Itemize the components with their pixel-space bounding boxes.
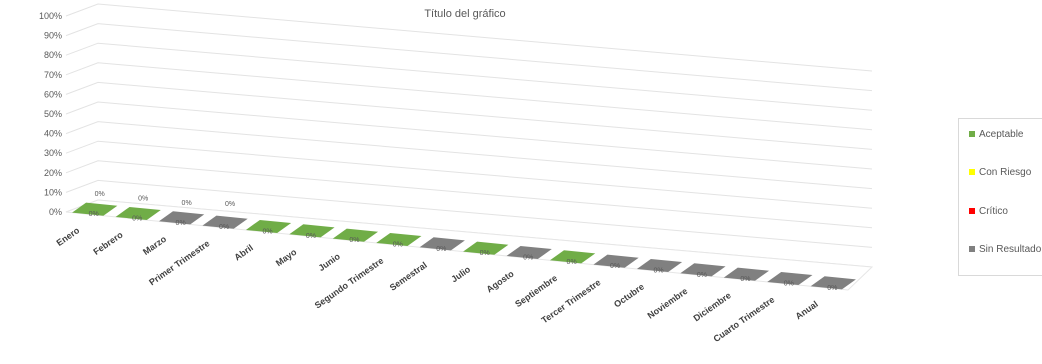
bars: 0% 0% 0% 0% 0% 0% 0% 0% 0% 0% 0% 0% 0% 0% 0% 0% 0% 0% 0% 0%… (72, 191, 856, 292)
x-tick-label: Junio (317, 251, 343, 273)
data-label: 0% (567, 259, 577, 266)
legend-label: Crítico (979, 206, 1008, 217)
bar (158, 211, 205, 225)
x-tick-label: Mayo (274, 247, 299, 269)
data-label: 0% (610, 263, 620, 270)
y-tick-label: 100% (39, 11, 62, 21)
gridline (65, 42, 873, 111)
bar (767, 271, 813, 286)
x-tick-label: Enero (55, 225, 82, 248)
legend: Aceptable Con Riesgo Crítico Sin Resulta… (958, 118, 1042, 276)
gridlines (65, 3, 874, 291)
legend-swatch (969, 169, 975, 176)
legend-item-critico: Crítico (969, 206, 1008, 217)
bar (332, 228, 379, 242)
gridline (65, 3, 873, 72)
bar (419, 237, 465, 251)
bar (723, 267, 770, 281)
bar (376, 232, 422, 247)
y-tick-label: 30% (44, 148, 62, 158)
data-label: 0% (132, 216, 142, 223)
gridline (65, 62, 873, 131)
x-tick-label: Semestral (388, 260, 429, 293)
legend-item-aceptable: Aceptable (969, 129, 1023, 140)
data-label: 0% (306, 233, 316, 240)
y-tick-label: 80% (44, 50, 62, 60)
x-tick-label: Julio (449, 264, 472, 285)
gridline (65, 23, 873, 92)
data-label: 0% (349, 237, 359, 244)
data-label-top: 0% (225, 201, 235, 208)
bar (202, 215, 248, 229)
y-tick-label: 20% (44, 168, 62, 178)
y-tick-label: 10% (44, 187, 62, 197)
y-tick-label: 40% (44, 129, 62, 139)
legend-label: Aceptable (979, 129, 1024, 140)
legend-swatch (969, 208, 975, 215)
y-axis: 0% 10% 20% 30% 40% 50% 60% 70% 80% 90% 100% (39, 11, 62, 217)
x-tick-label: Agosto (485, 268, 517, 294)
gridline (65, 140, 873, 209)
legend-label: Con Riesgo (979, 167, 1032, 178)
x-tick-label: Abril (232, 243, 255, 263)
y-tick-label: 70% (44, 70, 62, 80)
bar (289, 224, 335, 238)
x-tick-label: Noviembre (646, 286, 690, 321)
data-label-top: 0% (95, 191, 105, 198)
data-label: 0% (219, 224, 229, 231)
bar (115, 206, 161, 221)
gridline (65, 179, 873, 248)
data-label: 0% (740, 276, 750, 283)
data-label: 0% (436, 246, 446, 253)
data-label: 0% (393, 242, 403, 249)
data-label: 0% (827, 285, 837, 292)
legend-swatch (969, 246, 975, 253)
gridline (65, 121, 873, 190)
bar (680, 263, 726, 277)
y-tick-label: 50% (44, 109, 62, 119)
legend-item-con-riesgo: Con Riesgo (969, 167, 1031, 178)
data-label: 0% (89, 211, 99, 218)
x-tick-label: Anual (794, 299, 820, 322)
data-label: 0% (523, 255, 533, 262)
bar (245, 219, 292, 234)
legend-item-sin-resultado: Sin Resultado (969, 244, 1041, 255)
gridline (65, 160, 873, 229)
x-tick-label: Febrero (91, 229, 125, 257)
data-label: 0% (176, 220, 186, 227)
data-label: 0% (480, 250, 490, 257)
bar (506, 245, 552, 260)
legend-swatch (969, 131, 975, 138)
x-tick-label: Diciembre (692, 290, 733, 323)
data-label: 0% (697, 272, 707, 279)
bar (463, 241, 509, 255)
gridline (65, 81, 873, 150)
bar (810, 276, 856, 290)
data-label-top: 0% (138, 196, 148, 203)
x-tick-label: Octubre (612, 282, 646, 310)
data-label: 0% (653, 268, 663, 275)
x-tick-label: Marzo (141, 234, 168, 257)
bar (549, 250, 596, 264)
data-label: 0% (784, 281, 794, 288)
chart-title: Título del gráfico (424, 8, 506, 20)
y-tick-label: 0% (49, 207, 62, 217)
bar (636, 258, 683, 273)
bar (72, 202, 118, 216)
bar (593, 254, 639, 268)
data-label: 0% (262, 229, 272, 236)
legend-label: Sin Resultado (979, 244, 1042, 255)
gridline (65, 101, 873, 170)
data-label-top: 0% (182, 200, 192, 207)
x-tick-label: Septiembre (513, 273, 559, 309)
y-tick-label: 60% (44, 89, 62, 99)
y-tick-label: 90% (44, 31, 62, 41)
